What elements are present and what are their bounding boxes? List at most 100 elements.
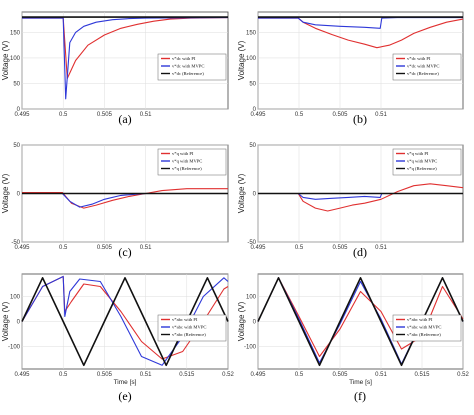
x-tick-label: 0.51 — [140, 372, 152, 378]
x-tick-label: 0.5 — [59, 112, 68, 118]
legend: v*dc with PI v*dc with MVPC v*dc (Referenc… — [392, 53, 462, 81]
y-tick-label: 100 — [10, 295, 21, 301]
legend-label: v*q (Reference) — [172, 166, 202, 171]
x-tick-label: 0.505 — [332, 112, 348, 118]
legend-label: v*q with PI — [172, 151, 194, 156]
y-axis-label: Voltage (V) — [1, 301, 10, 341]
x-tick-label: 0.5 — [295, 112, 304, 118]
y-tick-label: 100 — [246, 56, 257, 62]
y-tick-label: 100 — [246, 295, 257, 301]
legend-label: v*q with MVPC — [407, 159, 437, 164]
legend: v*abc with PI v*abc with MVPC v*abc (Refer… — [392, 314, 462, 342]
y-tick-label: -100 — [244, 345, 257, 351]
x-tick-label: 0.495 — [250, 245, 266, 251]
x-tick-label: 0.515 — [179, 372, 195, 378]
x-tick-label: 0.495 — [250, 372, 266, 378]
legend-label: v*dc with PI — [172, 56, 196, 61]
legend-label: v*abc with PI — [172, 317, 198, 322]
x-tick-label: 0.495 — [14, 372, 30, 378]
x-axis-label: Time [s] — [349, 379, 372, 386]
chart-panel-a: 0 50 100 150 0.495 0.5 0.505 0.51 Voltage (V) v*d… — [1, 11, 229, 118]
legend-label: v*dc with MVPC — [172, 64, 204, 69]
y-axis-label: Voltage (V) — [237, 40, 246, 80]
panel-label: (d) — [353, 245, 367, 259]
x-axis-label: Time [s] — [114, 379, 137, 386]
x-tick-label: 0.505 — [332, 372, 348, 378]
panel-label: (c) — [118, 245, 131, 259]
y-tick-label: 0 — [17, 192, 21, 198]
y-axis-label: Voltage (V) — [1, 173, 10, 213]
y-tick-label: 150 — [10, 30, 21, 36]
x-tick-label: 0.505 — [97, 112, 113, 118]
x-tick-label: 0.505 — [332, 245, 348, 251]
y-tick-label: 0 — [17, 320, 21, 326]
x-tick-label: 0.5 — [59, 245, 68, 251]
y-tick-label: 0 — [253, 320, 257, 326]
y-tick-label: 150 — [246, 30, 257, 36]
y-tick-label: 50 — [13, 81, 20, 87]
legend-label: v*abc with PI — [407, 317, 433, 322]
legend: v*q with PI v*q with MVPC v*q (Reference) — [157, 148, 227, 176]
y-tick-label: 50 — [13, 143, 20, 149]
legend-label: v*abc with MVPC — [172, 325, 206, 330]
legend-label: v*q with MVPC — [172, 159, 202, 164]
x-tick-label: 0.495 — [250, 112, 266, 118]
x-tick-label: 0.5 — [295, 245, 304, 251]
series-line-mvpc — [21, 275, 229, 366]
x-tick-label: 0.51 — [375, 112, 387, 118]
x-tick-label: 0.51 — [140, 112, 152, 118]
panel-label: (a) — [118, 112, 131, 126]
y-tick-label: 0 — [253, 192, 257, 198]
y-tick-label: 100 — [10, 56, 21, 62]
y-axis-label: Voltage (V) — [237, 173, 246, 213]
legend-label: v*q (Reference) — [407, 166, 437, 171]
legend-label: v*dc with MVPC — [407, 64, 439, 69]
x-tick-label: 0.5 — [59, 372, 68, 378]
series-line-reference — [21, 276, 229, 367]
y-axis-label: Voltage (V) — [1, 40, 10, 80]
panel-label: (f) — [354, 389, 366, 403]
panel-label: (e) — [118, 389, 131, 403]
chart-panel-f: -100 0 100 0.495 0.5 0.505 0.51 0.515 0.52 Voltag… — [237, 273, 469, 386]
series-line-pi — [258, 17, 464, 49]
chart-panel-e: -100 0 100 0.495 0.5 0.505 0.51 0.515 0.52 Voltag… — [1, 273, 234, 386]
y-tick-label: -50 — [11, 240, 20, 246]
legend: v*abc with PI v*abc with MVPC v*abc (Refer… — [157, 314, 227, 342]
y-tick-label: -100 — [8, 345, 21, 351]
series-line-mvpc — [22, 17, 229, 100]
legend-label: v*dc with PI — [407, 56, 431, 61]
legend-label: v*q with PI — [407, 151, 429, 156]
legend-label: v*abc with MVPC — [407, 325, 441, 330]
x-tick-label: 0.51 — [375, 372, 387, 378]
y-axis-label: Voltage (V) — [237, 301, 246, 341]
x-tick-label: 0.5 — [295, 372, 304, 378]
legend-label: v*abc (Reference) — [407, 332, 441, 337]
legend: v*dc with PI v*dc with MVPC v*dc (Referenc… — [157, 53, 227, 81]
chart-panel-c: -50 0 50 0.495 0.5 0.505 0.51 Voltage (V) v*q wi… — [1, 143, 229, 251]
chart-panel-d: -50 0 50 0.495 0.5 0.505 0.51 Voltage (V) v*q wi… — [237, 143, 464, 251]
series-line-pi — [258, 183, 464, 212]
x-tick-label: 0.495 — [14, 245, 30, 251]
x-tick-label: 0.51 — [140, 245, 152, 251]
x-tick-label: 0.515 — [414, 372, 430, 378]
y-tick-label: 0 — [17, 107, 21, 113]
y-tick-label: 50 — [249, 143, 256, 149]
series-line-reference — [257, 276, 464, 367]
y-tick-label: -50 — [247, 240, 256, 246]
panel-label: (b) — [353, 112, 367, 126]
x-tick-label: 0.51 — [375, 245, 387, 251]
x-tick-label: 0.505 — [97, 372, 113, 378]
x-tick-label: 0.495 — [14, 112, 30, 118]
y-tick-label: 50 — [249, 81, 256, 87]
legend-box — [157, 314, 227, 342]
legend-label: v*dc (Reference) — [172, 71, 204, 76]
x-tick-label: 0.505 — [97, 245, 113, 251]
legend-label: v*abc (Reference) — [172, 332, 206, 337]
legend-label: v*dc (Reference) — [407, 71, 439, 76]
x-tick-label: 0.52 — [222, 372, 234, 378]
y-tick-label: 0 — [253, 107, 257, 113]
x-tick-label: 0.52 — [457, 372, 469, 378]
chart-panel-b: 0 50 100 150 0.495 0.5 0.505 0.51 Voltage (V) v*d… — [237, 11, 464, 118]
legend: v*q with PI v*q with MVPC v*q (Reference) — [392, 148, 462, 176]
